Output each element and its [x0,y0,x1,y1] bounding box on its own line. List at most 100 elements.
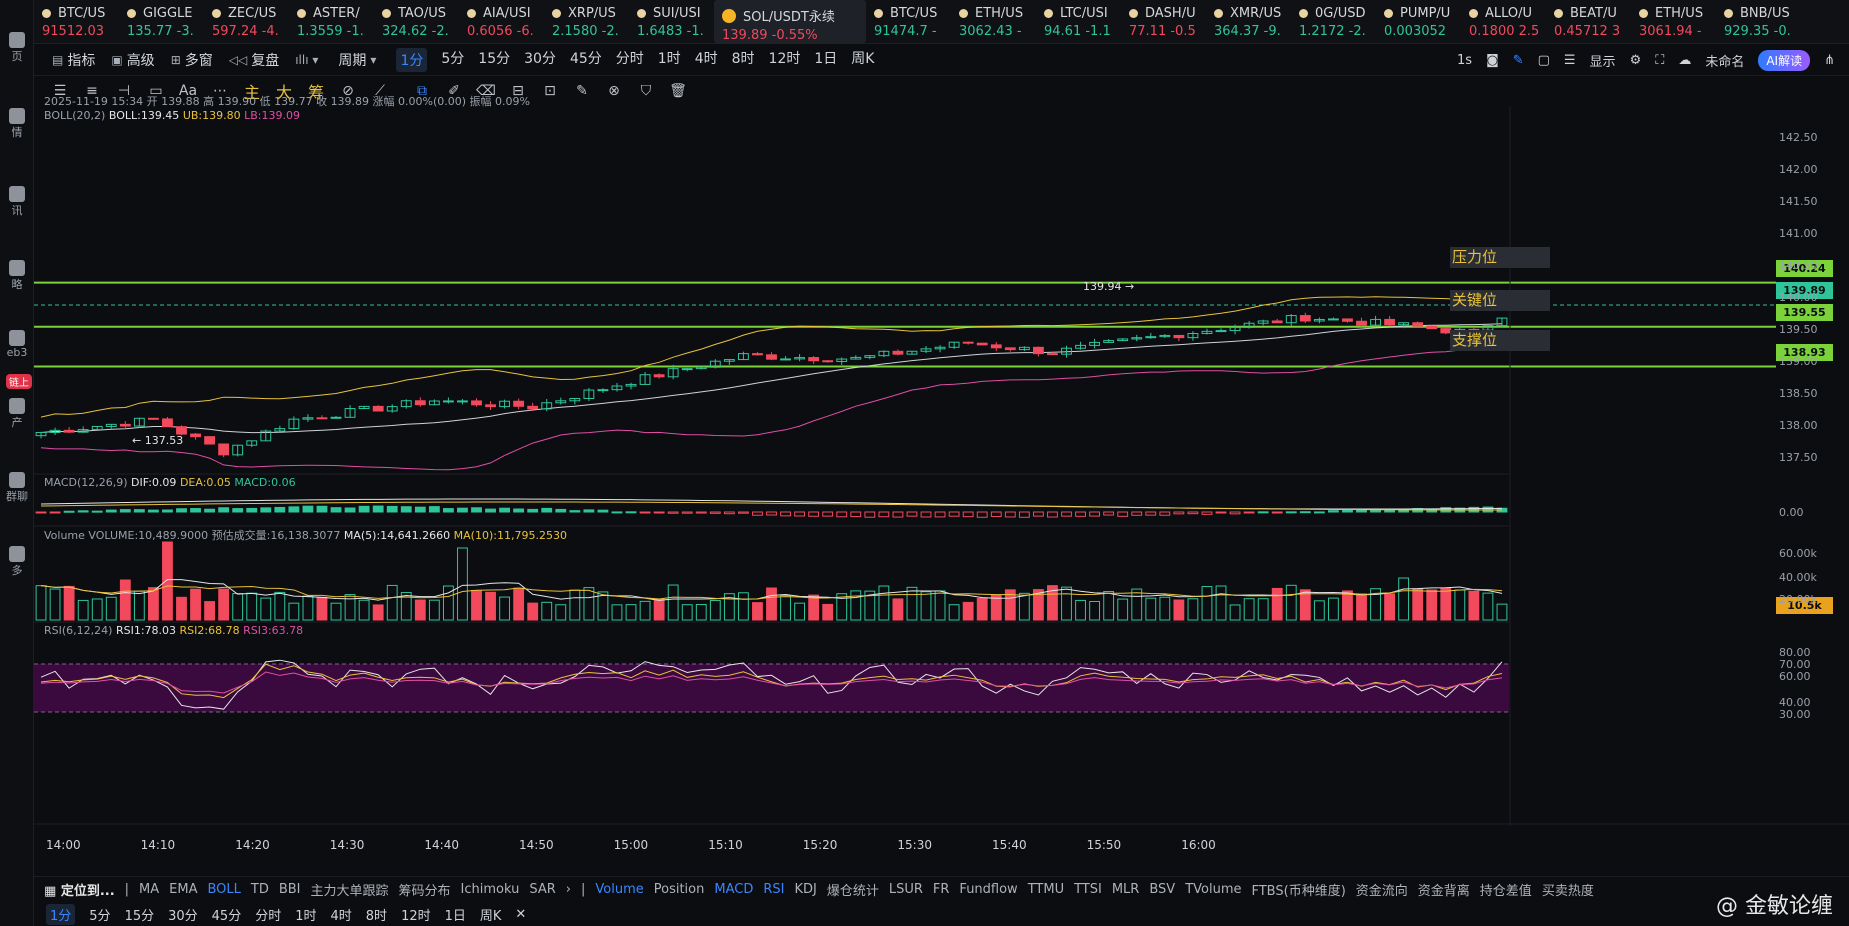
sub-indicator-toggle[interactable]: LSUR [888,882,923,897]
timeframe-tab[interactable]: 1分 [396,47,428,72]
horizontal-lines-icon[interactable]: ≡ [86,83,98,99]
lines-menu-icon[interactable]: ☰ [53,83,67,99]
close-icon[interactable]: ✕ [515,906,527,922]
ticker-item[interactable]: TAO/US 324.62 -2. [374,0,459,43]
window-icon[interactable]: ▢ [1537,52,1550,68]
sub-indicator-toggle[interactable]: 资金背离 [1417,884,1470,899]
timeframe-tab[interactable]: 分时 [615,50,644,67]
ticker-item[interactable]: ETH/US 3061.94 - [1631,0,1716,43]
ticker-item[interactable]: PUMP/U 0.003052 [1376,0,1461,43]
indicator-toggle[interactable]: 主力大单跟踪 [310,884,389,899]
trash-icon[interactable]: 🗑 [669,83,687,99]
timeframe-tab[interactable]: 30分 [524,50,556,67]
ticker-item[interactable]: SUI/USI 1.6483 -1. [629,0,714,43]
sidebar-item-6[interactable]: 群聊 [0,472,34,504]
sidebar-item-4[interactable]: eb3 [0,330,34,359]
multi-window-button[interactable]: ⊞ 多窗 [170,52,213,69]
ticker-item[interactable]: LTC/USI 94.61 -1.1 [1036,0,1121,43]
sidebar-item-1[interactable]: 情 [0,108,34,140]
ticker-item[interactable]: BTC/US 91474.7 - [866,0,951,43]
link-icon[interactable]: ⊗ [608,83,620,99]
display-button[interactable]: 显示 [1589,54,1616,70]
indicators-button[interactable]: ▤ 指标 [52,52,96,69]
timeframe-tab[interactable]: 4时 [694,50,718,67]
brush-icon[interactable]: ✐ [448,83,460,99]
ticker-item[interactable]: AIA/USI 0.6056 -6. [459,0,544,43]
ticker-item[interactable]: ETH/US 3062.43 - [951,0,1036,43]
sub-indicator-toggle[interactable]: 买卖热度 [1541,884,1594,899]
sub-indicator-toggle[interactable]: TVolume [1185,882,1242,897]
timeframe-tab[interactable]: 8时 [731,50,755,67]
sub-indicator-toggle[interactable]: MACD [714,882,754,897]
ticker-item[interactable]: DASH/U 77.11 -0.5 [1121,0,1206,43]
support-label[interactable]: 支撑位 [1450,330,1550,351]
timeframe-tab[interactable]: 周K [851,50,875,67]
timeframe-tab[interactable]: 15分 [478,50,511,67]
gear-icon[interactable]: ⚙ [1629,52,1642,68]
bottom-timeframe-tab[interactable]: 1日 [444,908,466,924]
bottom-timeframe-tab[interactable]: 分时 [255,908,282,924]
sidebar-item-7[interactable]: 多 [0,546,34,578]
timeframe-tab[interactable]: 45分 [569,50,602,67]
indicator-toggle[interactable]: MA [139,882,160,897]
timeframe-tab[interactable]: 12时 [768,50,801,67]
compare-icon[interactable]: ⊟ [512,83,524,99]
trend-line-icon[interactable]: ⊣ [117,83,131,99]
bottom-timeframe-tab[interactable]: 1分 [46,903,76,925]
sub-indicator-toggle[interactable]: Volume [595,882,644,897]
sub-indicator-toggle[interactable]: 爆仓统计 [826,884,879,899]
ticker-item[interactable]: GIGGLE 135.77 -3. [119,0,204,43]
advanced-button[interactable]: ▣ 高级 [111,52,155,69]
layout-name-dropdown[interactable]: 未命名 [1705,54,1745,70]
indicator-toggle[interactable]: BOLL [207,882,241,897]
ticker-item[interactable]: XMR/US 364.37 -9. [1206,0,1291,43]
measure-icon[interactable]: ⟋ [375,83,385,99]
sub-indicator-toggle[interactable]: TTSI [1074,882,1102,897]
sub-indicator-toggle[interactable]: BSV [1149,882,1176,897]
chart-area[interactable]: 2025-11-19 15:34 开 139.88 高 139.90 低 139… [34,95,1849,882]
bottom-timeframe-tab[interactable]: 周K [479,908,502,924]
camera-icon[interactable]: ◙ [1486,52,1499,68]
ticker-item[interactable]: BTC/US 91512.03 [34,0,119,43]
replay-button[interactable]: ◁◁ 复盘 [228,52,280,69]
copy-icon[interactable]: ⧉ [417,83,427,99]
ticker-item[interactable]: BEAT/U 0.45712 3 [1546,0,1631,43]
sub-indicator-toggle[interactable]: 资金流向 [1355,884,1408,899]
chart-type-button[interactable]: ıllı ▾ [295,53,322,67]
bottom-timeframe-tab[interactable]: 30分 [168,908,198,924]
filter-icon[interactable]: ⛉ [640,83,652,99]
sub-indicator-toggle[interactable]: TTMU [1027,882,1065,897]
bottom-timeframe-tab[interactable]: 8时 [365,908,388,924]
bottom-timeframe-tab[interactable]: 1时 [295,908,317,924]
sub-indicator-toggle[interactable]: Position [653,882,705,897]
rectangle-icon[interactable]: ▭ [149,83,163,99]
sidebar-item-3[interactable]: 略 [0,260,34,292]
interval-label[interactable]: 1s [1457,52,1473,68]
sub-indicator-toggle[interactable]: FTBS(币种维度) [1251,884,1346,899]
lock-icon[interactable]: ⊡ [544,83,556,99]
ticker-item[interactable]: SOL/USDT永续 139.89 -0.55% [714,0,866,43]
bottom-timeframe-tab[interactable]: 4时 [330,908,352,924]
sub-indicator-toggle[interactable]: FR [932,882,950,897]
ticker-item[interactable]: XRP/US 2.1580 -2. [544,0,629,43]
timeframe-tab[interactable]: 5分 [441,50,465,67]
notes-icon[interactable]: ✎ [576,83,588,99]
fullscreen-icon[interactable]: ⛶ [1655,52,1665,68]
indicator-toggle[interactable]: BBI [278,882,301,897]
locate-button[interactable]: ▦ 定位到... [44,880,115,899]
sub-indicator-toggle[interactable]: MLR [1111,882,1140,897]
bottom-timeframe-tab[interactable]: 15分 [124,908,155,924]
level-lines[interactable] [34,281,1776,368]
main-chart-tool[interactable]: 主 [243,83,260,102]
timeframe-tab[interactable]: 1日 [814,50,838,67]
chart-canvas[interactable] [34,106,1849,882]
sub-indicator-toggle[interactable]: 持仓差值 [1479,884,1532,899]
ticker-item[interactable]: ASTER/1.3559 -1. [289,0,374,43]
text-tool-icon[interactable]: Aa [178,83,198,99]
bottom-timeframe-tab[interactable]: 5分 [89,908,111,924]
bottom-timeframe-tab[interactable]: 12时 [401,908,431,924]
eraser-icon[interactable]: ⌫ [476,83,496,99]
resistance-label[interactable]: 压力位 [1450,247,1550,268]
indicator-toggle[interactable]: Ichimoku [460,882,520,897]
sidebar-item-2[interactable]: 讯 [0,186,34,218]
